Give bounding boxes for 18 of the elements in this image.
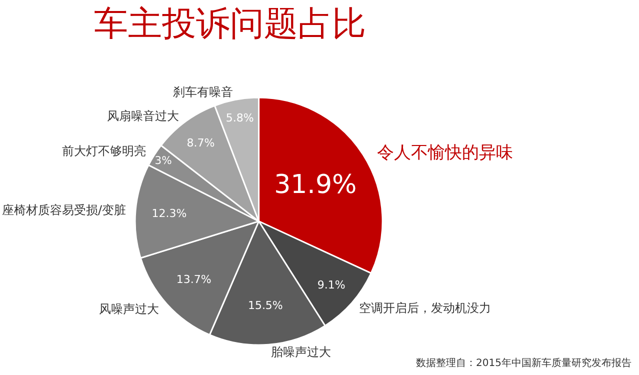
data-label: 5.8%	[226, 112, 254, 125]
slice-label: 刹车有噪音	[173, 85, 233, 99]
slice-label: 风扇噪音过大	[107, 109, 179, 123]
slice-label: 风噪声过大	[99, 302, 159, 316]
data-label: 9.1%	[317, 278, 346, 292]
slice-label: 空调开启后，发动机没力	[359, 301, 491, 315]
data-label: 15.5%	[248, 298, 283, 312]
slice-label: 前大灯不够明亮	[62, 144, 146, 158]
data-label: 13.7%	[176, 273, 212, 286]
data-label: 31.9%	[274, 170, 357, 200]
chart-title: 车主投诉问题占比	[94, 4, 366, 44]
slice-label: 胎噪声过大	[271, 345, 331, 359]
slice-label: 令人不愉快的异味	[377, 143, 513, 163]
data-label: 3%	[154, 154, 172, 168]
text: 数据整理自：2015年中国新车质量研究发布报告	[416, 357, 632, 369]
slice-label: 座椅材质容易受损/变脏	[2, 203, 126, 217]
data-label: 12.3%	[152, 207, 187, 220]
data-label: 8.7%	[186, 136, 215, 150]
